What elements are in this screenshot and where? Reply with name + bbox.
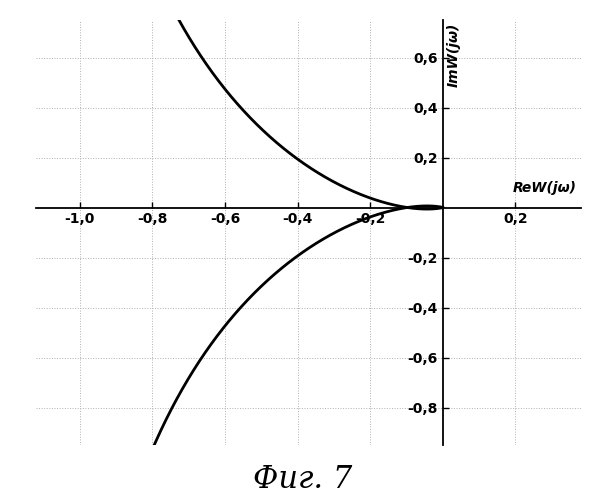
Text: ReW(jω): ReW(jω) (513, 181, 577, 195)
Text: Фиг. 7: Фиг. 7 (253, 464, 352, 495)
Text: ImW(jω): ImW(jω) (446, 22, 460, 87)
